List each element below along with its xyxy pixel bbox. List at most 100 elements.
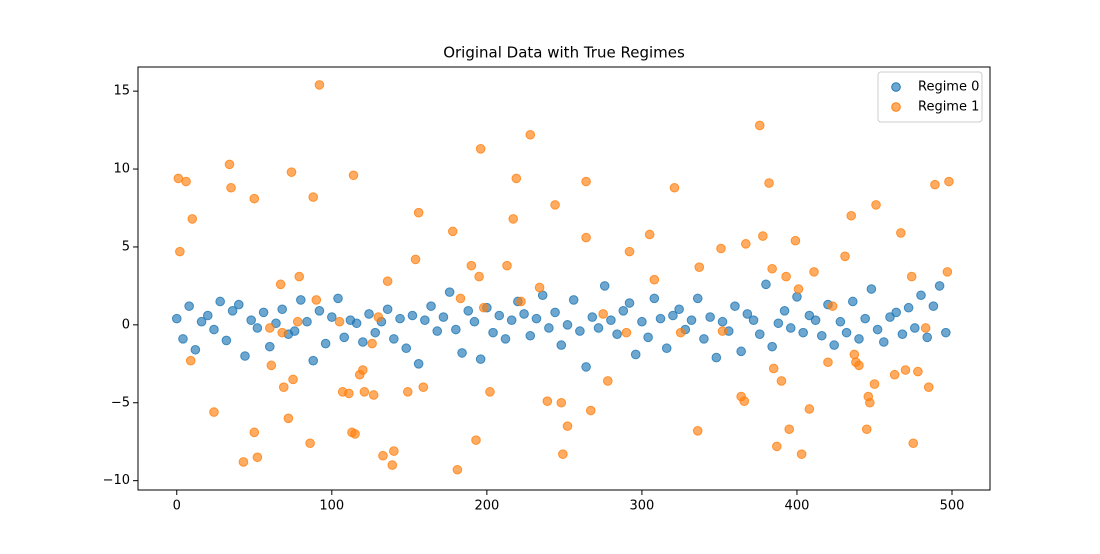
point — [471, 435, 481, 445]
point — [913, 366, 923, 377]
point — [810, 315, 821, 325]
point — [716, 243, 726, 254]
point — [889, 369, 900, 380]
point — [181, 176, 191, 187]
point — [906, 271, 917, 282]
point — [516, 296, 526, 307]
point — [333, 293, 343, 304]
point — [350, 429, 360, 439]
point — [854, 334, 864, 344]
point — [370, 327, 381, 338]
point — [413, 207, 424, 218]
point — [308, 355, 319, 366]
point — [407, 310, 418, 321]
point — [413, 359, 424, 369]
point — [748, 315, 759, 325]
point — [502, 260, 512, 271]
point — [878, 337, 889, 347]
point — [351, 318, 362, 329]
point — [202, 310, 213, 321]
point — [854, 360, 864, 371]
point — [840, 251, 850, 262]
point — [420, 315, 430, 325]
point — [455, 293, 466, 304]
point — [669, 182, 680, 193]
point — [829, 340, 839, 350]
point — [209, 407, 219, 417]
point — [185, 355, 196, 366]
point — [717, 326, 728, 336]
point — [568, 295, 579, 305]
point — [779, 306, 790, 316]
legend-box — [877, 71, 983, 123]
point — [389, 446, 399, 456]
point — [809, 267, 819, 277]
point — [184, 301, 194, 311]
point — [401, 343, 412, 354]
legend-marker — [891, 82, 901, 92]
point — [655, 313, 666, 324]
point — [754, 120, 765, 131]
point — [258, 307, 269, 318]
point — [314, 306, 325, 316]
point — [816, 330, 827, 341]
point — [916, 290, 926, 301]
point — [692, 425, 703, 436]
point — [277, 327, 287, 338]
point — [792, 292, 802, 302]
point — [531, 313, 542, 324]
point — [599, 281, 610, 291]
point — [550, 307, 560, 318]
point — [525, 129, 536, 140]
point — [643, 332, 653, 343]
point — [478, 302, 489, 313]
point — [624, 246, 635, 257]
point — [286, 167, 297, 177]
point — [556, 340, 567, 350]
point — [519, 309, 529, 319]
point — [711, 352, 722, 363]
point — [784, 424, 795, 435]
point — [694, 262, 705, 273]
point — [897, 329, 908, 339]
point — [506, 315, 517, 325]
point — [447, 226, 458, 237]
point — [233, 299, 244, 310]
y-tick-label: 5 — [122, 239, 130, 254]
point — [776, 376, 787, 386]
point — [178, 334, 188, 344]
point — [469, 316, 480, 327]
point — [930, 179, 940, 190]
point — [742, 309, 753, 319]
point — [389, 334, 399, 344]
point — [266, 360, 277, 371]
point — [562, 421, 573, 431]
point — [896, 228, 906, 238]
point — [221, 335, 232, 346]
point — [264, 323, 275, 333]
point — [327, 312, 337, 322]
point — [288, 374, 298, 385]
point — [841, 327, 852, 338]
point — [289, 326, 300, 336]
point — [603, 376, 613, 386]
point — [474, 271, 484, 282]
point — [871, 200, 881, 210]
point — [649, 274, 660, 285]
point — [485, 387, 495, 397]
point — [587, 312, 598, 322]
point — [908, 438, 919, 449]
point — [249, 193, 260, 204]
point — [302, 316, 312, 327]
point — [754, 329, 765, 339]
point — [542, 396, 553, 406]
point — [348, 170, 359, 181]
point — [846, 210, 857, 221]
point — [252, 323, 263, 333]
point — [305, 438, 315, 449]
point — [923, 382, 934, 392]
point — [224, 159, 235, 170]
point — [866, 284, 877, 294]
point — [730, 301, 740, 311]
point — [190, 344, 201, 355]
